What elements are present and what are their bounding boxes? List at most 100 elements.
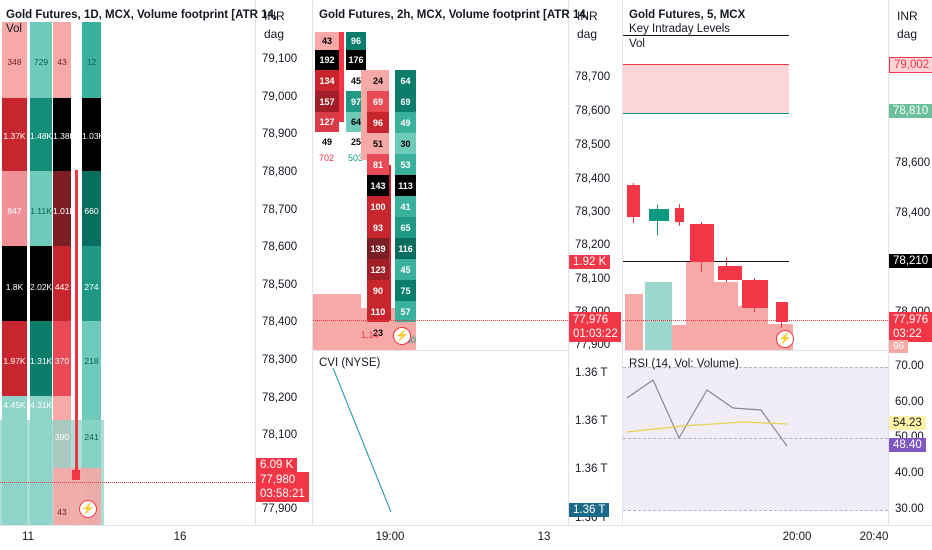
fp2-total-buy: 503	[348, 153, 364, 163]
time-label: 16	[173, 531, 187, 543]
volume-badge: 1.92 K	[569, 255, 611, 269]
last-price-badge: 77,976 01:03:22	[569, 312, 621, 342]
indicator-tick: 1.36 T	[575, 367, 608, 379]
rsi-badge: 48.40	[889, 438, 926, 452]
time-label: 13	[537, 531, 551, 543]
vol-label-5m: Vol	[629, 38, 645, 50]
level-badge-red: 79,002	[889, 57, 932, 73]
fp1-cell: 370	[54, 356, 70, 366]
unit-label: INR	[897, 9, 918, 23]
fp1-cell: 442	[54, 282, 70, 292]
fp1-cell: 274	[84, 282, 99, 292]
last-price: 77,980	[260, 474, 296, 486]
last-price-badge: 77,976 03:22	[889, 312, 932, 342]
fp1-cell: 1.37K	[3, 131, 26, 141]
fp2-cell: 43	[315, 32, 339, 50]
price-tick: 77,900	[262, 503, 298, 515]
fp2-cell: 45	[395, 259, 416, 280]
fp2-cell: 157	[315, 91, 339, 112]
fp1-cell: 1.8K	[5, 282, 24, 292]
fp1-cell: 348	[7, 57, 22, 67]
fp1-cell: 1.31K	[30, 356, 53, 366]
fp2-cell: 69	[395, 91, 416, 112]
countdown: 03:58:21	[260, 488, 305, 500]
volume-badge: 96	[889, 340, 909, 353]
fp2-cell: 113	[395, 175, 416, 196]
lightning-icon[interactable]: ⚡	[393, 327, 411, 345]
price-scale-5m[interactable]: INR dag 79,002 78,810 78,600 78,400 78,21…	[888, 0, 932, 525]
fp1-cell: 1.48K	[30, 131, 53, 141]
price-scale-1d[interactable]: INR dag 79,100 79,000 78,900 78,800 78,70…	[255, 0, 310, 525]
chart-panel-5m[interactable]: Gold Futures, 5, MCX Key Intraday Levels…	[622, 0, 932, 525]
fp2-cell: 134	[315, 70, 339, 91]
fp1-cell: 218	[84, 356, 99, 366]
chart-panel-2h[interactable]: Gold Futures, 2h, MCX, Volume footprint …	[312, 0, 621, 525]
fp2-total-sell: 702	[319, 153, 335, 163]
time-label: 19:00	[375, 531, 405, 543]
price-scale-2h[interactable]: INR dag 78,700 78,600 78,500 78,400 78,30…	[568, 0, 621, 525]
fp1-cell: 4.45K	[3, 400, 26, 410]
fp2-cell: 93	[367, 217, 389, 238]
fp2-cell: 116	[395, 238, 416, 259]
fp2-cell: 64	[395, 70, 416, 91]
lightning-icon[interactable]: ⚡	[79, 500, 97, 518]
indicator-tick: 1.36 T	[575, 463, 608, 475]
price-tick: 79,000	[262, 91, 298, 103]
level-badge-green: 78,810	[889, 104, 932, 118]
fp2-cell: 110	[367, 301, 389, 322]
chart-title-5m: Gold Futures, 5, MCX	[629, 9, 746, 21]
price-tick: 78,400	[262, 316, 298, 328]
fp2-cell: 81	[367, 154, 389, 175]
fp2-cell: 41	[395, 196, 416, 217]
fp2-cell: 143	[367, 175, 389, 196]
price-tick: 78,600	[575, 105, 611, 117]
fp1-cell: 43	[57, 57, 67, 67]
fp2-cell: 139	[367, 238, 389, 259]
fp1-cell: 241	[84, 432, 99, 442]
fp2-cell: 49	[321, 137, 332, 147]
price-tick: 78,300	[575, 206, 611, 218]
rsi-badge-ma: 54.23	[889, 416, 926, 430]
price-tick: 77,900	[575, 339, 611, 351]
rsi-tick: 70.00	[895, 360, 924, 372]
chart-title-1d: Gold Futures, 1D, MCX, Volume footprint …	[6, 9, 278, 21]
fp2-cell: 96	[346, 32, 366, 50]
fp2-cell: 127	[315, 112, 339, 132]
lightning-icon[interactable]: ⚡	[776, 330, 794, 348]
rsi-tick: 40.00	[895, 467, 924, 479]
chart-panel-1d[interactable]: Gold Futures, 1D, MCX, Volume footprint …	[0, 0, 310, 525]
last-price: 77,976	[893, 314, 929, 326]
price-tick: 78,600	[262, 241, 298, 253]
fp2-total-sell: 1,14	[361, 330, 379, 340]
price-tick: 78,800	[262, 166, 298, 178]
unit-label: INR	[264, 9, 285, 23]
fp1-cell: 43	[57, 507, 67, 517]
fp2-cell: 176	[346, 50, 366, 70]
price-tick: 78,100	[262, 429, 298, 441]
rsi-tick: 30.00	[895, 503, 924, 515]
fp2-cell: 51	[367, 133, 389, 154]
indicator-badge: 1.36 T	[569, 503, 610, 517]
level-badge-black: 78,210	[889, 254, 932, 268]
chart-title-2h: Gold Futures, 2h, MCX, Volume footprint …	[319, 9, 589, 21]
fp1-cell: 660	[84, 206, 99, 216]
fp1-cell: 2.02K	[30, 282, 53, 292]
rsi-tick: 60.00	[895, 396, 924, 408]
cvi-line	[332, 367, 392, 513]
last-price: 77,976	[573, 314, 609, 326]
countdown: 01:03:22	[573, 328, 618, 340]
vol-label-1d: Vol	[6, 23, 22, 35]
fp2-cell: 65	[395, 217, 416, 238]
rsi-lines	[626, 379, 788, 447]
fp1-cell: 1.11K	[30, 206, 52, 216]
fp2-cell: 24	[367, 70, 389, 91]
price-tick: 78,900	[262, 128, 298, 140]
price-tick: 78,700	[262, 204, 298, 216]
unit-label: INR	[577, 9, 598, 23]
fp2-cell: 25	[350, 137, 361, 147]
fp1-cell: 390	[54, 432, 70, 442]
fp1-cell: 1.97K	[3, 356, 26, 366]
rsi-title: RSI (14, Vol: Volume)	[629, 358, 739, 370]
fp1-cell: 1.03K	[82, 131, 105, 141]
fp2-cell: 90	[367, 280, 389, 301]
